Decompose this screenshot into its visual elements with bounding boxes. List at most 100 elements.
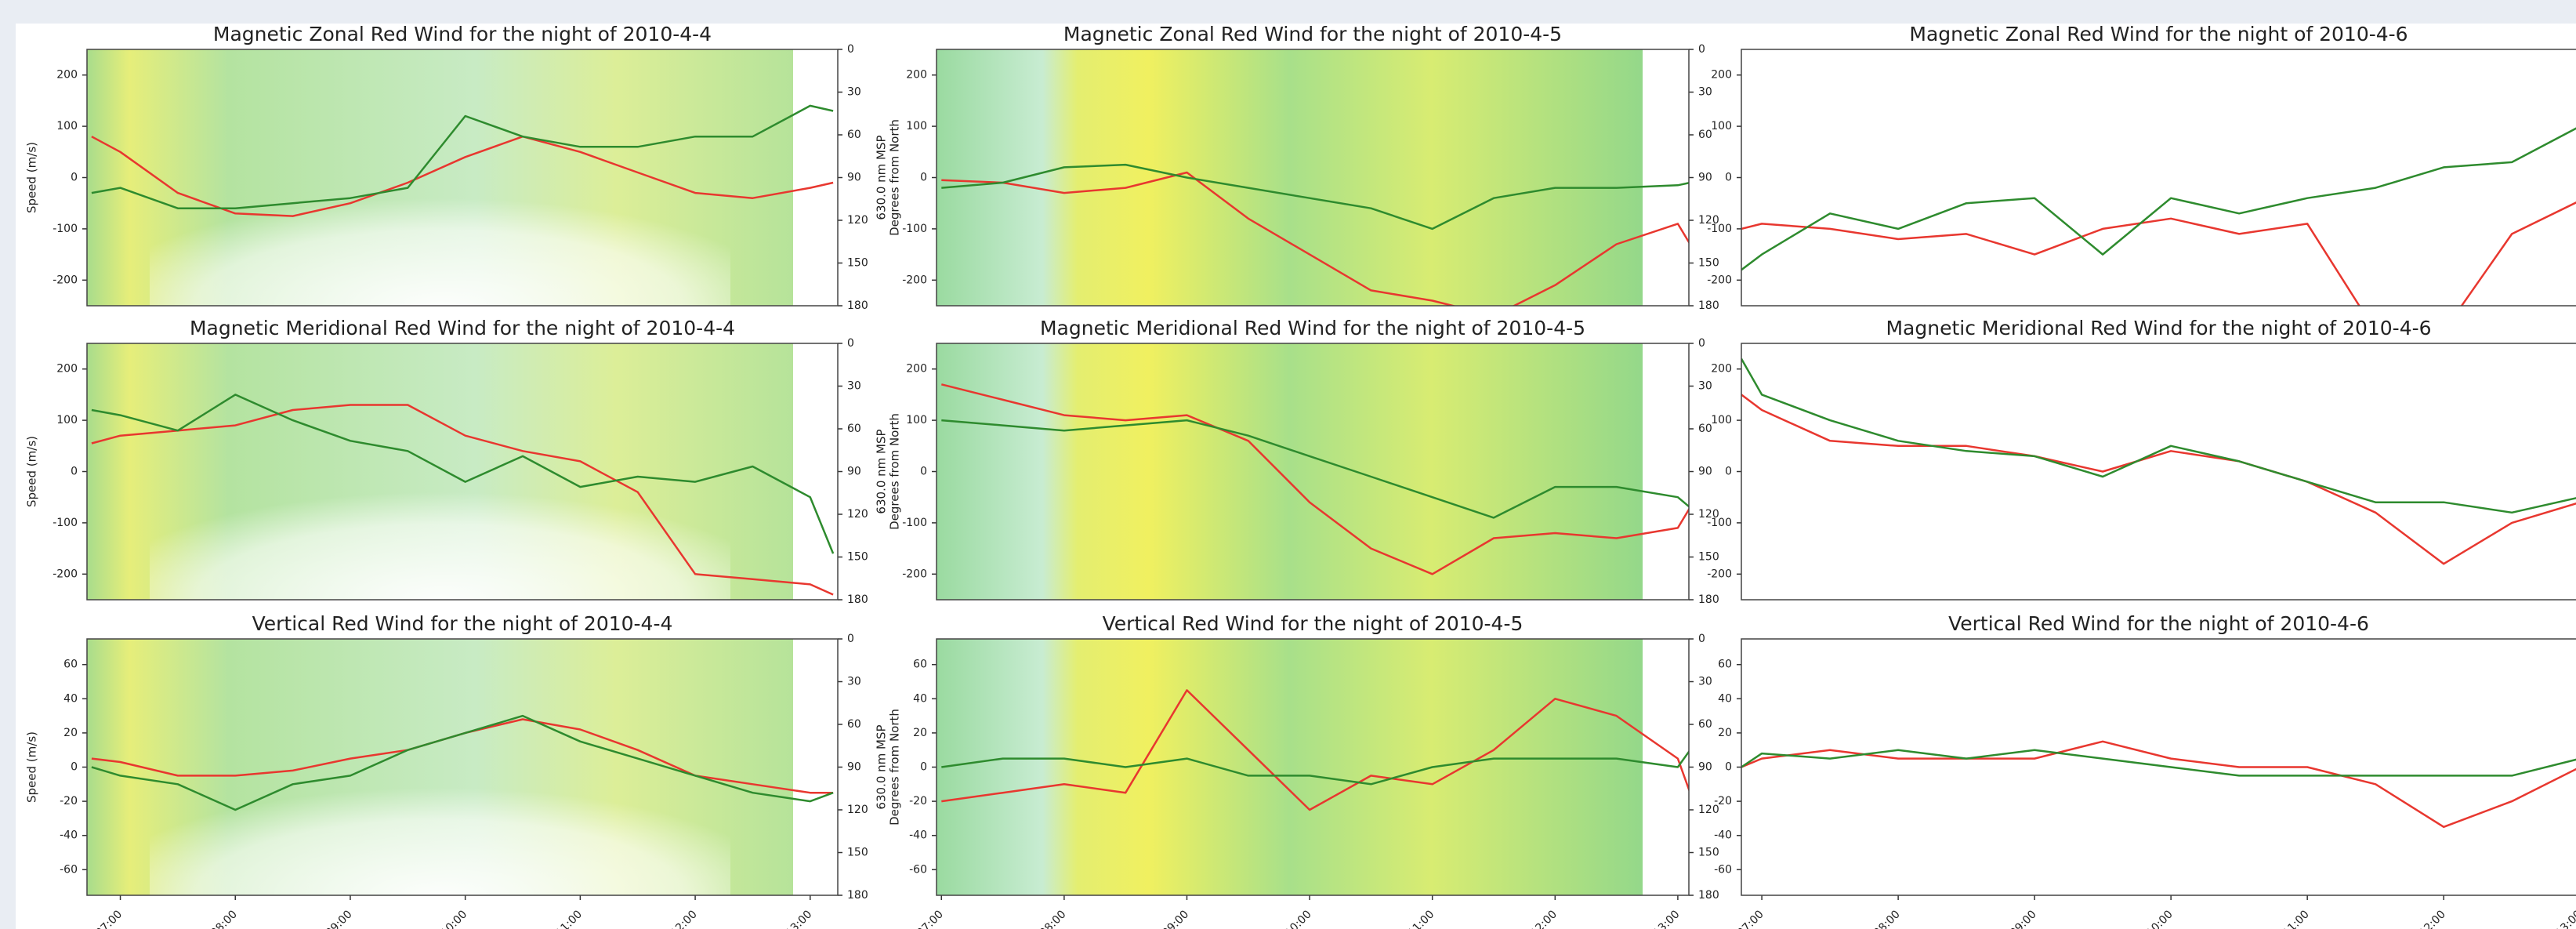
y2-tick-label: 0 (1698, 633, 1705, 645)
y2-tick-label: 30 (847, 380, 861, 393)
y2-axis-label: Degrees from North (888, 709, 902, 826)
y-tick-label: 20 (1718, 727, 1732, 739)
y2-axis-label: Degrees from North (888, 413, 902, 530)
y-tick-label: 60 (1718, 659, 1732, 671)
y-tick-label: 100 (56, 120, 78, 132)
heatmap-shade (150, 420, 730, 600)
y-tick-label: 0 (1725, 466, 1732, 478)
y-tick-label: 40 (1718, 692, 1732, 705)
y-tick-label: 200 (1711, 363, 1732, 376)
y2-tick-label: 150 (847, 551, 868, 564)
y-tick-label: -200 (53, 568, 78, 580)
chart-title: Vertical Red Wind for the night of 2010-… (1103, 612, 1523, 635)
y2-tick-label: 180 (1698, 299, 1719, 312)
line-series (940, 383, 1689, 575)
y-tick-label: -100 (1707, 223, 1732, 235)
plot-frame (1741, 638, 2576, 896)
y2-tick-label: 90 (1698, 172, 1712, 184)
line-series (91, 394, 835, 554)
y-tick-label: -100 (902, 223, 927, 235)
y2-tick-label: 180 (1698, 593, 1719, 606)
y-tick-label: -100 (902, 517, 927, 529)
y-tick-label: 0 (1725, 761, 1732, 774)
y2-tick-label: 90 (847, 761, 861, 774)
y-tick-label: 20 (63, 727, 78, 739)
plot-frame (86, 638, 839, 896)
y2-tick-label: 120 (847, 214, 868, 227)
y2-tick-label: 150 (847, 847, 868, 859)
y2-tick-label: 90 (1698, 761, 1712, 774)
y2-tick-label: 90 (1698, 466, 1712, 478)
y-tick-label: 100 (906, 120, 927, 132)
y-tick-label: 0 (920, 761, 927, 774)
y-tick-label: 100 (906, 414, 927, 426)
line-series (941, 163, 1689, 230)
y-tick-label: 0 (920, 172, 927, 184)
y-tick-label: 200 (906, 69, 927, 82)
y2-tick-label: 120 (1698, 214, 1719, 227)
line-series (91, 104, 834, 209)
y-tick-label: -20 (1714, 795, 1732, 807)
y-tick-label: -40 (60, 829, 78, 842)
y2-tick-label: 30 (847, 86, 861, 99)
plot-frame (1741, 49, 2576, 307)
chart-title: Magnetic Meridional Red Wind for the nig… (1040, 317, 1585, 339)
y-tick-label: 40 (913, 692, 927, 705)
y2-tick-label: 60 (847, 423, 861, 435)
y-axis-label: Speed (m/s) (25, 142, 39, 213)
y2-tick-label: 0 (847, 337, 854, 350)
heatmap-shade (150, 126, 730, 306)
chart: Magnetic Meridional Red Wind for the nig… (902, 317, 1719, 606)
y2-tick-label: 120 (1698, 804, 1719, 816)
chart: Magnetic Meridional Red Wind for the nig… (25, 317, 902, 606)
y-tick-label: 200 (1711, 69, 1732, 82)
y-tick-label: -20 (60, 795, 78, 807)
y2-tick-label: 180 (1698, 889, 1719, 902)
line-series (1741, 394, 2576, 565)
y2-axis-label: 630.0 nm MSP (875, 135, 889, 220)
line-series (941, 419, 1689, 519)
chart: Vertical Red Wind for the night of 2010-… (1714, 612, 2576, 929)
y-tick-label: 200 (56, 69, 78, 82)
y2-tick-label: 120 (1698, 508, 1719, 521)
y-tick-label: -200 (902, 274, 927, 286)
chart: Magnetic Zonal Red Wind for the night of… (25, 23, 902, 312)
y2-tick-label: 30 (847, 676, 861, 688)
y2-tick-label: 120 (847, 508, 868, 521)
y-tick-label: -200 (53, 274, 78, 286)
y2-axis-label: 630.0 nm MSP (875, 724, 889, 809)
chart: Vertical Red Wind for the night of 2010-… (909, 612, 1719, 929)
chart-title: Magnetic Meridional Red Wind for the nig… (190, 317, 735, 339)
y-tick-label: -200 (1707, 274, 1732, 286)
y2-tick-label: 180 (847, 593, 868, 606)
y-tick-label: -60 (909, 863, 927, 876)
chart: Vertical Red Wind for the night of 2010-… (25, 612, 902, 929)
y-tick-label: 0 (71, 172, 78, 184)
y-tick-label: 0 (920, 466, 927, 478)
chart-title: Magnetic Zonal Red Wind for the night of… (213, 23, 712, 45)
line-series (91, 714, 834, 811)
y-tick-label: 60 (63, 659, 78, 671)
y2-tick-label: 0 (847, 633, 854, 645)
y-tick-label: 60 (913, 659, 927, 671)
y2-tick-label: 180 (847, 889, 868, 902)
y-tick-label: -40 (909, 829, 927, 842)
y-tick-label: 0 (71, 466, 78, 478)
y2-tick-label: 120 (847, 804, 868, 816)
chart-title: Magnetic Meridional Red Wind for the nig… (1886, 317, 2431, 339)
y2-tick-label: 30 (1698, 676, 1712, 688)
line-series (1741, 749, 2576, 777)
line-series (941, 171, 1689, 306)
chart: Magnetic Zonal Red Wind for the night of… (1707, 23, 2576, 307)
y2-tick-label: 150 (1698, 257, 1719, 270)
y-tick-label: 200 (56, 363, 78, 376)
y-tick-label: 100 (56, 414, 78, 426)
chart-title: Vertical Red Wind for the night of 2010-… (1948, 612, 2369, 635)
y-tick-label: -20 (909, 795, 927, 807)
line-series (91, 135, 834, 217)
plot-frame (1741, 343, 2576, 601)
plot-frame (86, 343, 839, 601)
chart-title: Magnetic Zonal Red Wind for the night of… (1909, 23, 2408, 45)
